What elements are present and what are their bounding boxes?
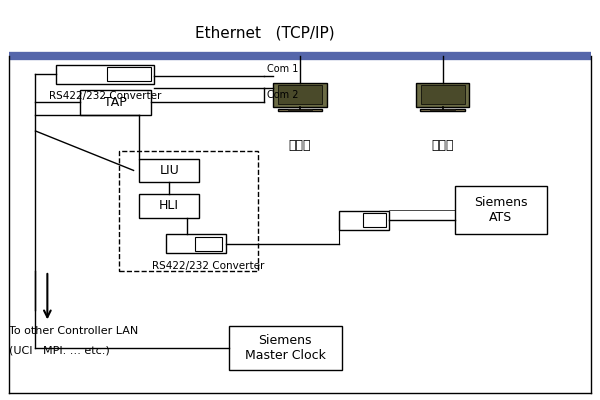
- Text: (UCI   MPI. … etc.): (UCI MPI. … etc.): [9, 346, 109, 356]
- Bar: [278, 85, 322, 104]
- Bar: [421, 109, 465, 111]
- Text: RS422/232 Converter: RS422/232 Converter: [152, 261, 264, 271]
- Text: LIU: LIU: [160, 164, 179, 177]
- Text: HLI: HLI: [159, 200, 179, 212]
- Bar: [119, 151, 259, 271]
- Text: Com 1: Com 1: [268, 64, 299, 74]
- Bar: [363, 213, 386, 227]
- Bar: [107, 67, 151, 81]
- Text: Siemens
ATS: Siemens ATS: [474, 196, 527, 224]
- Bar: [455, 186, 547, 234]
- Text: Siemens
Master Clock: Siemens Master Clock: [245, 334, 326, 362]
- Bar: [166, 234, 226, 253]
- Bar: [196, 237, 222, 251]
- Bar: [278, 109, 322, 111]
- Bar: [80, 90, 151, 115]
- Text: 工作站: 工作站: [289, 139, 311, 152]
- Bar: [139, 158, 199, 182]
- Bar: [421, 85, 464, 104]
- Text: 备份站: 备份站: [431, 139, 454, 152]
- Bar: [288, 109, 312, 110]
- Text: TAP: TAP: [104, 96, 127, 109]
- Bar: [56, 65, 154, 84]
- Bar: [273, 83, 327, 107]
- Text: RS422/232 Converter: RS422/232 Converter: [49, 91, 161, 101]
- Bar: [430, 109, 455, 110]
- Bar: [416, 83, 469, 107]
- Text: To other Controller LAN: To other Controller LAN: [9, 326, 138, 336]
- Text: Com 2: Com 2: [268, 90, 299, 100]
- Text: Ethernet   (TCP/IP): Ethernet (TCP/IP): [194, 25, 334, 40]
- Bar: [229, 326, 341, 370]
- Bar: [139, 194, 199, 218]
- Bar: [338, 211, 389, 230]
